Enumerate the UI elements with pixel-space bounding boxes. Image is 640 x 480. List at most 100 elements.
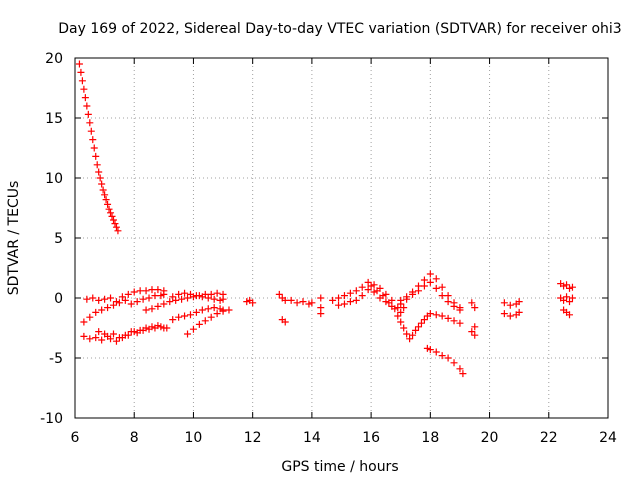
data-point [403,293,411,301]
data-point [98,336,106,344]
data-point [86,313,94,321]
x-tick-label: 16 [362,430,380,446]
data-point [391,305,399,313]
chart-title: Day 169 of 2022, Sidereal Day-to-day VTE… [58,21,621,37]
data-point [204,305,212,313]
y-tick-label: -10 [40,411,63,427]
data-point [99,186,107,194]
data-point [107,294,115,302]
data-point [98,306,106,314]
grid [75,58,608,418]
data-point [157,323,165,331]
data-point [160,324,168,332]
x-tick-label: 20 [481,430,499,446]
x-tick-label: 10 [185,430,203,446]
data-point [195,320,203,328]
data-point [563,281,571,289]
data-point [566,311,574,319]
data-point [181,289,189,297]
data-point [406,335,414,343]
data-point [468,299,476,307]
data-point [420,282,428,290]
data-point [136,326,144,334]
data-point [192,308,200,316]
data-point [500,299,508,307]
y-tick-label: 20 [45,51,63,67]
data-point [352,287,360,295]
y-tick-label: 10 [45,171,63,187]
data-point [287,296,295,304]
data-point [364,286,372,294]
data-point [118,293,126,301]
data-point [456,365,464,373]
data-point [444,314,452,322]
data-point [114,227,122,235]
data-point [560,282,568,290]
series-arc-m [329,278,408,316]
data-point [166,298,174,306]
data-point [412,326,420,334]
data-point [414,287,422,295]
data-point [83,295,91,303]
x-tick-label: 8 [130,430,139,446]
data-point [515,308,523,316]
data-point [204,294,212,302]
data-point [397,308,405,316]
data-point [225,306,233,314]
data-point [417,319,425,327]
data-point [124,331,132,339]
data-point [98,180,106,188]
data-point [414,323,422,331]
data-point [210,295,218,303]
data-point [426,270,434,278]
data-point [148,305,156,313]
data-point [86,119,94,127]
data-point [335,294,343,302]
data-point [346,289,354,297]
data-point [409,290,417,298]
data-point [566,284,574,292]
data-point [90,144,98,152]
data-point [139,295,147,303]
data-point [86,335,94,343]
data-point [104,304,112,312]
data-point [207,313,215,321]
data-point [92,308,100,316]
series-arc-h [184,306,233,338]
data-point [358,292,366,300]
series-arc-q [394,310,464,343]
data-point [456,319,464,327]
data-point [358,283,366,291]
data-point [142,287,150,295]
data-point [130,328,138,336]
data-point [93,161,101,169]
data-point [154,322,162,330]
data-point [281,318,289,326]
series-arc-k [278,316,289,326]
data-point [385,299,393,307]
data-point [124,290,132,298]
data-point [89,136,97,144]
data-point [213,289,221,297]
data-point [127,300,135,308]
data-point [169,293,177,301]
data-point [201,317,209,325]
data-point [184,294,192,302]
series-arc-f [169,289,227,304]
data-point [186,311,194,319]
data-point [145,294,153,302]
plot-frame [74,57,609,419]
data-point [115,299,123,307]
data-point [118,334,126,342]
data-point [379,292,387,300]
data-point [107,209,115,217]
data-point [249,299,257,307]
data-point [432,275,440,283]
data-point [157,292,165,300]
series-arc-r [423,344,467,378]
series-arc-c [80,323,171,344]
data-point [317,304,325,312]
data-point [340,292,348,300]
x-tick-label: 14 [303,430,321,446]
